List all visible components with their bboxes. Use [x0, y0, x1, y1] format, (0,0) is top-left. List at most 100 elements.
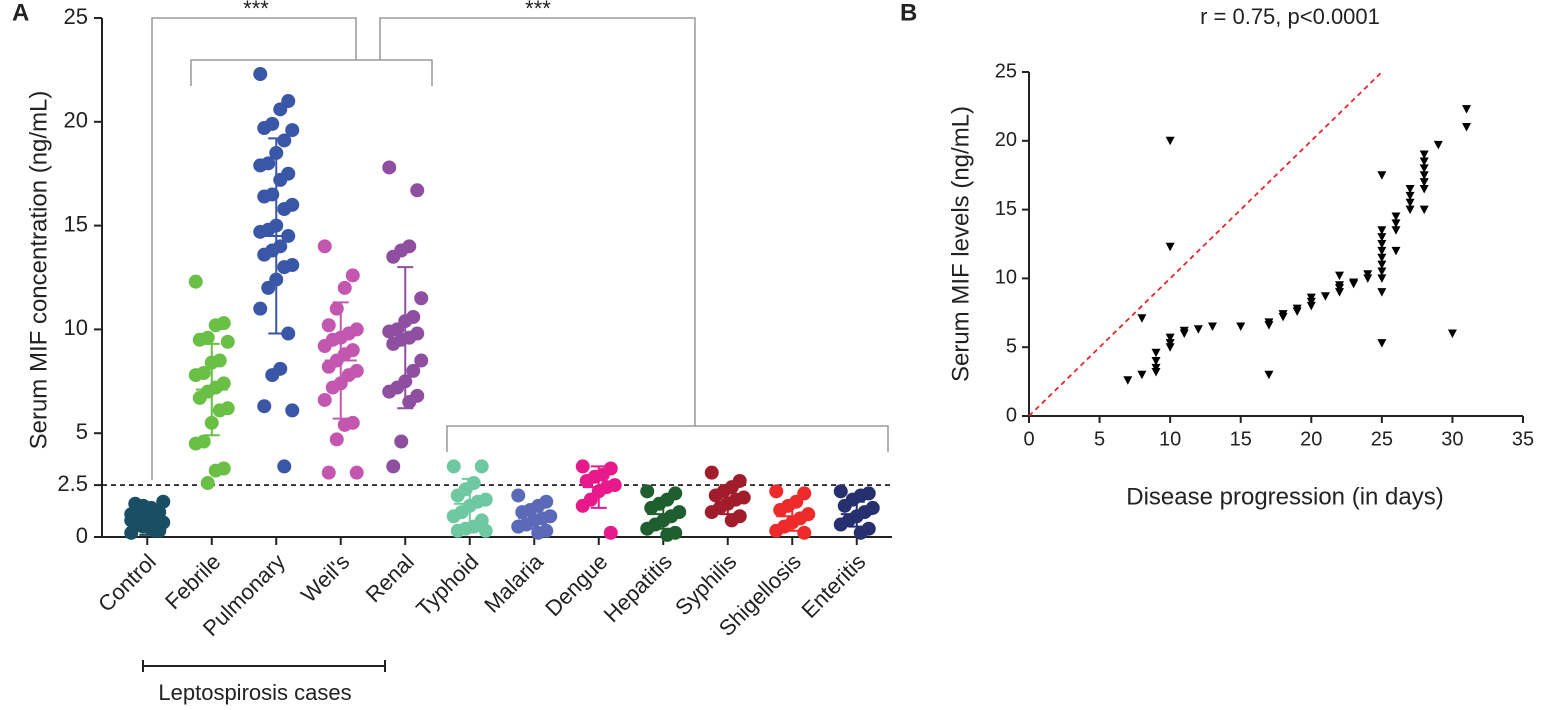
data-point [1391, 226, 1401, 235]
data-point [1349, 278, 1359, 288]
data-point [317, 239, 332, 254]
data-point [1377, 233, 1387, 242]
group-bracket [142, 660, 386, 672]
data-point [1405, 184, 1415, 194]
x-tick-label: Renal [361, 549, 419, 607]
data-point [394, 434, 409, 449]
data-point [386, 459, 401, 474]
data-point [382, 160, 397, 175]
data-point [1377, 339, 1387, 348]
data-point [1462, 123, 1472, 132]
data-point [640, 484, 655, 499]
data-point [337, 417, 352, 432]
data-point [212, 403, 227, 418]
data-point [1363, 270, 1373, 279]
data-point [253, 301, 268, 316]
data-point [257, 399, 272, 414]
y-tick-label: 5 [76, 419, 88, 444]
y-tick-label: 0 [76, 523, 88, 548]
data-point [833, 484, 848, 499]
y-tick-label: 5 [1006, 335, 1017, 357]
data-point [325, 380, 340, 395]
x-tick-label: Hepatitis [599, 549, 677, 627]
reference-line [1028, 71, 1383, 417]
data-point [349, 465, 364, 480]
data-point [1137, 370, 1147, 380]
y-tick-label: 0 [1006, 404, 1017, 426]
data-point [285, 403, 300, 418]
data-point [769, 484, 784, 499]
data-point [1264, 370, 1274, 380]
x-tick-label: 15 [1230, 428, 1252, 450]
data-point [1419, 164, 1429, 173]
data-point [414, 291, 429, 306]
data-point [277, 459, 292, 474]
data-point [837, 498, 852, 513]
data-point [1165, 242, 1175, 252]
data-point [1377, 267, 1387, 277]
data-point [253, 67, 268, 82]
data-point [1447, 329, 1457, 338]
data-point [1292, 304, 1302, 314]
data-point [1419, 205, 1429, 215]
brackets [142, 17, 889, 672]
data-point [1391, 219, 1401, 228]
y-tick-label: 25 [64, 4, 88, 29]
panel-label: A [12, 0, 29, 26]
data-point [1419, 171, 1429, 180]
x-tick-label: 5 [1094, 428, 1105, 450]
bracket [446, 425, 889, 452]
data-point [257, 247, 272, 262]
data-point [450, 488, 465, 503]
x-tick-label: Enteritis [797, 549, 871, 623]
data-point [261, 280, 276, 295]
x-tick-label: Malaria [479, 548, 548, 617]
data-point [1320, 292, 1330, 301]
x-tick-label: Control [93, 549, 161, 617]
data-point [345, 268, 360, 283]
data-point [450, 523, 465, 538]
data-point [386, 336, 401, 351]
x-tick-label: 25 [1371, 428, 1393, 450]
data-point [329, 432, 344, 447]
x-tick-label: Weil's [296, 549, 354, 607]
data-point [188, 368, 203, 383]
data-point [474, 459, 489, 474]
data-point [1377, 246, 1387, 256]
x-tick-label: 0 [1023, 428, 1034, 450]
data-point [1151, 356, 1161, 366]
data-point [124, 513, 139, 528]
data-point [660, 527, 675, 542]
data-point [1377, 260, 1387, 270]
data-point [317, 339, 332, 354]
data-point [321, 465, 336, 480]
data-point [414, 353, 429, 368]
y-tick-label: 15 [995, 198, 1017, 220]
data-point [1419, 157, 1429, 166]
data-point [478, 523, 493, 538]
data-point [1236, 322, 1246, 332]
data-point [640, 521, 655, 536]
data-point [1377, 226, 1387, 235]
data-point [1179, 326, 1189, 336]
y-tick-label: 20 [995, 129, 1017, 151]
data-point [724, 513, 739, 528]
data-point [406, 363, 421, 378]
data-point [317, 392, 332, 407]
data-point [281, 326, 296, 341]
x-tick-label: 10 [1159, 428, 1181, 450]
data-point [1123, 376, 1133, 385]
data-point [273, 102, 288, 117]
significance: *** [525, 0, 551, 21]
data-point [797, 525, 812, 540]
data-point [386, 249, 401, 264]
data-point [382, 324, 397, 339]
data-point [1462, 105, 1472, 114]
significance: *** [243, 0, 269, 21]
data-point [511, 519, 526, 534]
data-point [200, 476, 215, 491]
x-tick-label: Typhoid [411, 549, 483, 621]
data-point [1377, 253, 1387, 263]
axis [1028, 72, 1523, 417]
